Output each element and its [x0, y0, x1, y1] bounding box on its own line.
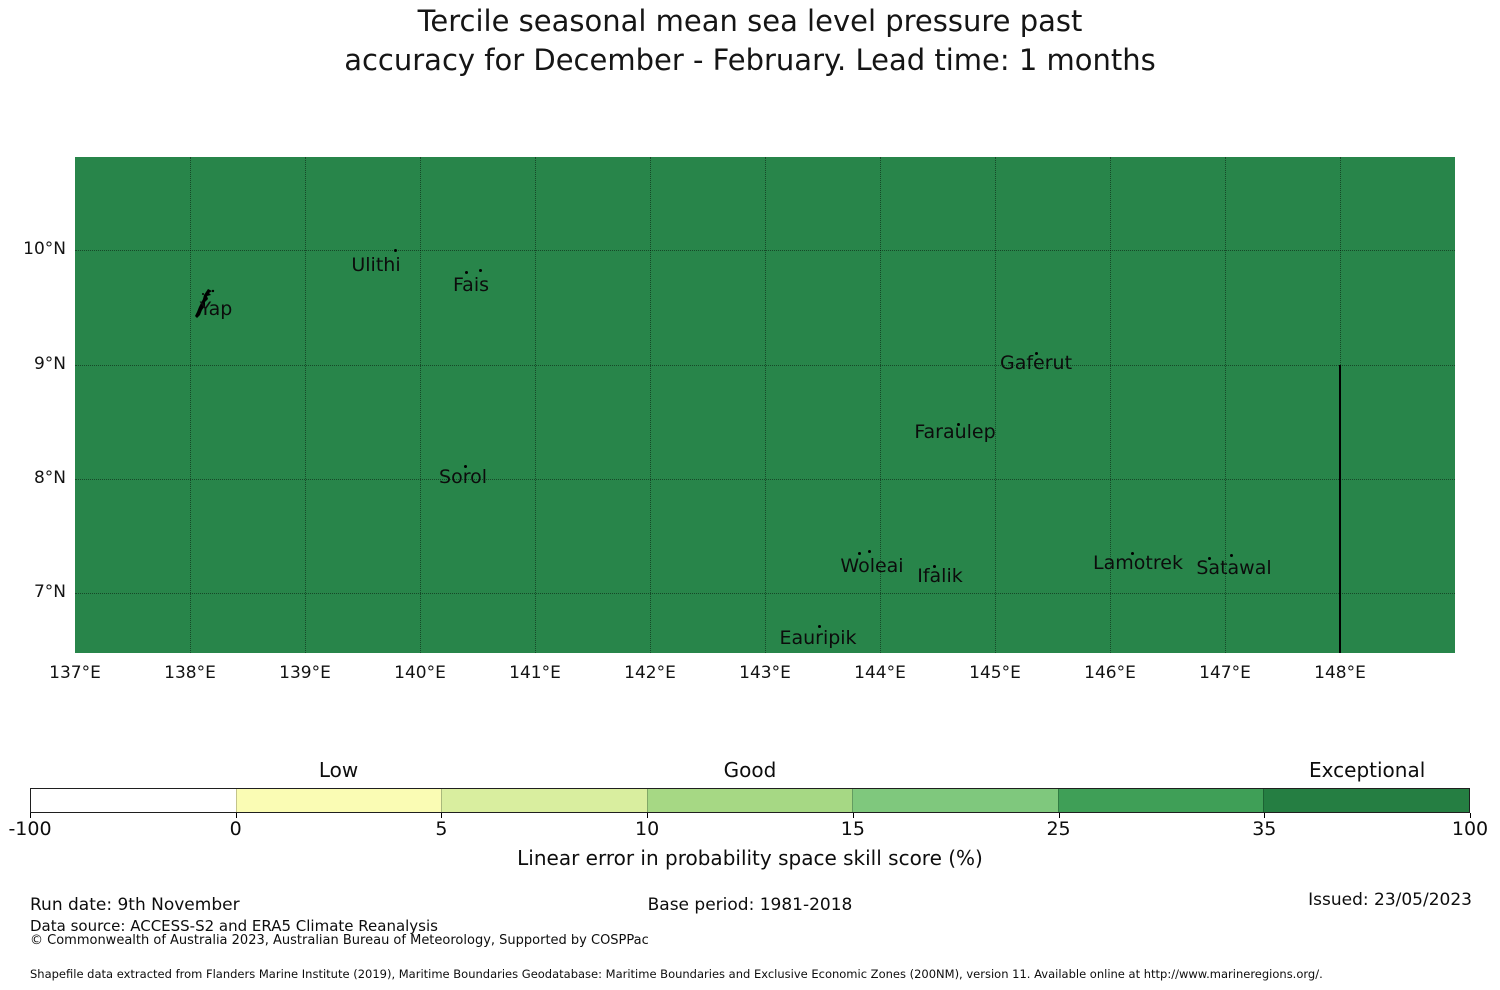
colorbar-segment	[646, 789, 853, 812]
island-label: Faraulep	[914, 421, 996, 443]
colorbar-category-label: Exceptional	[1309, 758, 1426, 782]
x-tick-label: 145°E	[969, 663, 1021, 683]
island-dot	[479, 269, 482, 272]
x-tick-label: 146°E	[1084, 663, 1136, 683]
island-dot	[1230, 554, 1233, 557]
x-tick-label: 142°E	[624, 663, 676, 683]
y-tick-label: 8°N	[33, 468, 66, 488]
colorbar-tick	[1264, 813, 1266, 818]
yap-island-shape	[195, 289, 215, 318]
colorbar-tick-label: 100	[1451, 818, 1489, 840]
latitude-gridline	[75, 250, 1455, 251]
longitude-gridline	[880, 157, 881, 653]
colorbar-segment	[441, 789, 647, 812]
x-tick-label: 140°E	[394, 663, 446, 683]
colorbar-axis-label: Linear error in probability space skill …	[517, 846, 983, 870]
figure-title: Tercile seasonal mean sea level pressure…	[344, 4, 1156, 77]
longitude-gridline	[650, 157, 651, 653]
longitude-gridline	[1110, 157, 1111, 653]
island-dot	[464, 465, 467, 468]
island-dot	[818, 625, 821, 628]
data-source-text: Data source: ACCESS-S2 and ERA5 Climate …	[30, 917, 438, 935]
colorbar-tick-label: 10	[635, 818, 660, 840]
island-label: Yap	[199, 298, 233, 320]
island-dot	[1035, 352, 1038, 355]
colorbar-segment	[31, 789, 236, 812]
colorbar-tick-label: 5	[435, 818, 448, 840]
colorbar-tick	[1470, 813, 1471, 818]
island-dot	[933, 565, 936, 568]
longitude-gridline	[765, 157, 766, 653]
island-label: Sorol	[439, 466, 487, 488]
colorbar-tick-label: 25	[1046, 818, 1071, 840]
colorbar-tick	[30, 813, 31, 818]
longitude-gridline	[305, 157, 306, 653]
island-label: Ulithi	[351, 254, 401, 276]
colorbar-segment	[235, 789, 442, 812]
x-tick-label: 147°E	[1199, 663, 1251, 683]
island-dot	[1131, 552, 1134, 555]
colorbar-tick	[441, 813, 443, 818]
longitude-gridline	[190, 157, 191, 653]
island-label: Fais	[452, 274, 490, 296]
shapefile-attribution: Shapefile data extracted from Flanders M…	[30, 967, 1323, 981]
longitude-gridline	[1225, 157, 1226, 653]
x-tick-label: 144°E	[854, 663, 906, 683]
x-tick-label: 148°E	[1314, 663, 1366, 683]
run-date-text: Run date: 9th November	[30, 895, 240, 915]
base-period-text: Base period: 1981-2018	[647, 895, 853, 915]
latitude-gridline	[75, 479, 1455, 480]
colorbar-tick-label: 15	[840, 818, 865, 840]
island-label: Eauripik	[779, 627, 857, 649]
x-tick-label: 137°E	[49, 663, 101, 683]
colorbar-segment	[1263, 789, 1470, 812]
x-tick-label: 139°E	[279, 663, 331, 683]
x-tick-label: 141°E	[509, 663, 561, 683]
latitude-gridline	[75, 365, 1455, 366]
colorbar-tick	[1058, 813, 1060, 818]
colorbar-segment	[852, 789, 1058, 812]
colorbar-tick-label: 0	[229, 818, 242, 840]
x-tick-label: 143°E	[739, 663, 791, 683]
colorbar-category-label: Good	[723, 758, 777, 782]
y-tick-label: 10°N	[23, 239, 66, 259]
island-dot	[858, 552, 861, 555]
colorbar-tick-label: -100	[8, 818, 52, 840]
issued-date-text: Issued: 23/05/2023	[1308, 890, 1472, 910]
colorbar-tick	[852, 813, 854, 818]
island-dot	[1208, 557, 1211, 560]
island-label: Woleai	[840, 555, 904, 577]
x-tick-label: 138°E	[164, 663, 216, 683]
longitude-gridline	[420, 157, 421, 653]
colorbar-tick	[647, 813, 649, 818]
copyright-text: © Commonwealth of Australia 2023, Austra…	[30, 933, 649, 948]
colorbar	[30, 788, 1470, 813]
colorbar-tick	[235, 813, 237, 818]
colorbar-category-label: Low	[318, 758, 359, 782]
colorbar-segment	[1057, 789, 1264, 812]
longitude-gridline	[995, 157, 996, 653]
island-label: Lamotrek	[1093, 552, 1183, 574]
island-label: Ifalik	[917, 565, 963, 587]
island-dot	[868, 550, 871, 553]
island-dot	[465, 271, 468, 274]
y-tick-label: 9°N	[33, 354, 66, 374]
island-label: Gaferut	[999, 352, 1073, 374]
y-tick-label: 7°N	[33, 582, 66, 602]
latitude-gridline	[75, 593, 1455, 594]
island-dot	[394, 249, 397, 252]
longitude-gridline	[535, 157, 536, 653]
eez-boundary-line	[1339, 365, 1341, 653]
island-dot	[957, 423, 960, 426]
colorbar-tick-label: 35	[1252, 818, 1277, 840]
map-canvas: Yap Ulithi Fais Sorol Gaferut Faraulep Woleai I…	[75, 157, 1455, 653]
island-label: Satawal	[1196, 557, 1272, 579]
